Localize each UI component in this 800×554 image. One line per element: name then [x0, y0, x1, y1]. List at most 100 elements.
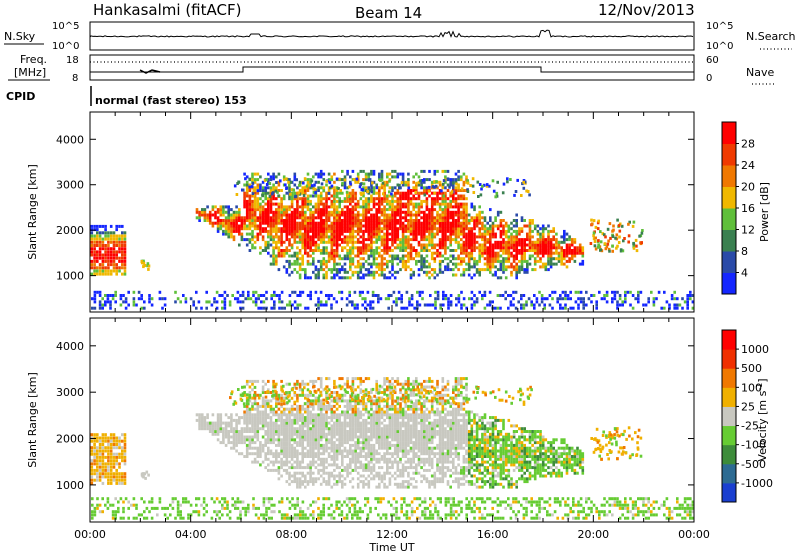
heatmap-cell [109, 443, 113, 446]
heatmap-cell [330, 202, 334, 206]
heatmap-cell [430, 219, 434, 222]
heatmap-cell [408, 503, 411, 507]
heatmap-cell [438, 246, 442, 250]
heatmap-cell [449, 510, 453, 514]
heatmap-cell [444, 235, 447, 239]
heatmap-cell [431, 500, 435, 504]
heatmap-cell [304, 224, 307, 228]
heatmap-cell [396, 189, 400, 192]
heatmap-cell [378, 224, 381, 228]
heatmap-cell [393, 199, 397, 203]
heatmap-cell [370, 240, 373, 244]
heatmap-cell [253, 416, 257, 420]
heatmap-cell [298, 205, 302, 209]
heatmap-cell [296, 221, 299, 225]
heatmap-cell [499, 500, 502, 504]
heatmap-cell [322, 213, 326, 217]
heatmap-cell [280, 210, 283, 214]
heatmap-cell [112, 452, 116, 456]
heatmap-cell [457, 294, 461, 297]
heatmap-cell [232, 221, 236, 225]
heatmap-cell [616, 500, 619, 504]
heatmap-cell [496, 276, 500, 280]
heatmap-cell [502, 246, 505, 250]
heatmap-cell [243, 404, 246, 408]
heatmap-cell [372, 240, 376, 244]
heatmap-cell [689, 510, 692, 514]
heatmap-cell [367, 229, 371, 233]
heatmap-cell [449, 205, 452, 209]
heatmap-cell [383, 208, 386, 212]
heatmap-cell [481, 184, 484, 188]
heatmap-cell [283, 516, 286, 520]
heatmap-cell [541, 246, 545, 250]
heatmap-cell [526, 238, 529, 242]
heatmap-cell [275, 229, 278, 233]
heatmap-cell [370, 262, 373, 266]
heatmap-cell [330, 178, 334, 182]
heatmap-cell [578, 262, 582, 266]
heatmap-cell [494, 224, 497, 228]
heatmap-cell [559, 294, 562, 297]
heatmap-cell [93, 234, 96, 238]
heatmap-cell [330, 503, 333, 507]
heatmap-cell [359, 246, 363, 250]
heatmap-cell [224, 229, 228, 233]
heatmap-cell [359, 205, 363, 209]
heatmap-cell [409, 189, 413, 192]
heatmap-cell [285, 235, 289, 239]
heatmap-cell [253, 379, 257, 383]
heatmap-cell [230, 430, 233, 433]
heatmap-cell [248, 410, 252, 414]
heatmap-cell [425, 213, 429, 217]
heatmap-cell [280, 290, 284, 294]
heatmap-cell [349, 182, 352, 186]
heatmap-cell [539, 246, 542, 250]
heatmap-cell [343, 500, 346, 504]
heatmap-cell [205, 306, 208, 310]
heatmap-cell [247, 503, 250, 507]
heatmap-cell [343, 178, 347, 182]
heatmap-cell [605, 245, 609, 249]
heatmap-cell [230, 208, 233, 212]
heatmap-cell [221, 503, 224, 507]
heatmap-cell [319, 249, 323, 252]
heatmap-cell [449, 221, 452, 225]
heatmap-cell [465, 205, 468, 209]
heatmap-cell [333, 227, 336, 231]
heatmap-cell [304, 235, 307, 239]
heatmap-cell [248, 199, 252, 203]
heatmap-cell [312, 229, 315, 233]
heatmap-cell [665, 516, 669, 520]
heatmap-cell [107, 446, 110, 450]
heatmap-cell [538, 500, 541, 504]
heatmap-cell [118, 234, 121, 238]
heatmap-cell [330, 513, 333, 517]
heatmap-cell [433, 224, 437, 228]
heatmap-cell [290, 191, 294, 195]
heatmap-cell [253, 224, 257, 228]
heatmap-cell [231, 497, 234, 501]
heatmap-cell [475, 246, 479, 250]
heatmap-cell [478, 227, 481, 231]
heatmap-cell [145, 470, 149, 474]
heatmap-cell [499, 262, 503, 266]
heatmap-cell [345, 303, 349, 307]
heatmap-cell [496, 210, 500, 214]
heatmap-cell [507, 238, 511, 242]
heatmap-cell [293, 229, 297, 233]
heatmap-cell [409, 229, 413, 233]
heatmap-cell [590, 218, 593, 222]
heatmap-cell [96, 472, 99, 476]
heatmap-cell [462, 259, 466, 263]
heatmap-cell [379, 179, 382, 182]
heatmap-cell [390, 513, 393, 517]
heatmap-cell [618, 235, 621, 239]
heatmap-cell [473, 246, 476, 250]
heatmap-cell [549, 249, 553, 252]
heatmap-cell [594, 247, 598, 251]
heatmap-cell [405, 306, 409, 310]
heatmap-cell [259, 219, 262, 222]
heatmap-cell [301, 262, 304, 266]
heatmap-cell [251, 438, 254, 442]
